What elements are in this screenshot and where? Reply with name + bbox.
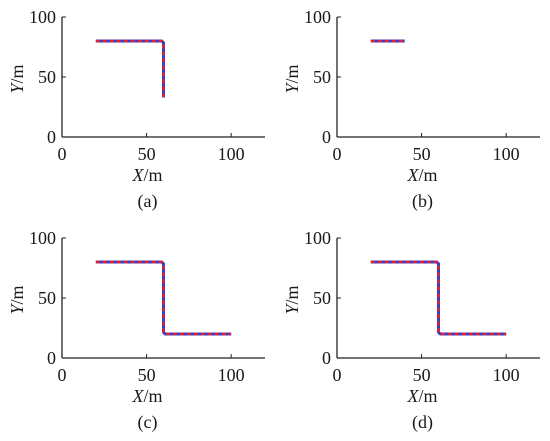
x-tick-label: 50 — [138, 144, 156, 164]
y-axis-variable: Y — [282, 82, 302, 94]
series-line-dashed — [370, 260, 507, 336]
y-tick-label: 0 — [47, 127, 56, 147]
panel-caption: (c) — [138, 412, 158, 433]
series-line-solid — [95, 39, 165, 98]
y-axis-label: Y/m — [282, 64, 302, 93]
y-axis-label: Y/m — [7, 285, 27, 314]
y-tick-label: 0 — [47, 348, 56, 368]
panel-caption: (a) — [138, 191, 158, 212]
x-axis-label: X/m — [131, 386, 162, 406]
x-tick-label: 0 — [333, 365, 342, 385]
x-axis-variable: X — [406, 165, 419, 185]
x-axis-unit: /m — [143, 165, 162, 185]
y-tick-label: 50 — [38, 288, 56, 308]
y-tick-label: 100 — [304, 228, 331, 248]
x-tick-label: 100 — [493, 365, 520, 385]
x-tick-label: 50 — [138, 365, 156, 385]
y-tick-label: 100 — [29, 228, 56, 248]
series-line-dashed — [95, 260, 232, 336]
y-tick-label: 50 — [313, 67, 331, 87]
y-axis-variable: Y — [7, 82, 27, 94]
x-axis-variable: X — [131, 386, 144, 406]
panel-caption: (b) — [412, 191, 433, 212]
x-tick-label: 50 — [413, 144, 431, 164]
x-axis-unit: /m — [418, 386, 437, 406]
x-tick-label: 100 — [493, 144, 520, 164]
x-tick-label: 0 — [58, 365, 67, 385]
y-tick-label: 50 — [38, 67, 56, 87]
y-tick-label: 100 — [29, 7, 56, 27]
x-axis-label: X/m — [131, 165, 162, 185]
series-line-dashed — [95, 39, 165, 98]
x-tick-label: 100 — [218, 365, 245, 385]
y-tick-label: 100 — [304, 7, 331, 27]
y-axis-unit: /m — [7, 64, 27, 83]
y-axis-variable: Y — [282, 303, 302, 315]
x-axis-unit: /m — [418, 165, 437, 185]
x-tick-label: 100 — [218, 144, 245, 164]
y-axis-unit: /m — [282, 285, 302, 304]
panel-caption: (d) — [412, 412, 433, 433]
x-tick-label: 0 — [333, 144, 342, 164]
y-tick-label: 0 — [322, 127, 331, 147]
x-axis-variable: X — [406, 386, 419, 406]
y-axis-unit: /m — [282, 64, 302, 83]
x-tick-label: 50 — [413, 365, 431, 385]
x-tick-label: 0 — [58, 144, 67, 164]
y-axis-variable: Y — [7, 303, 27, 315]
y-axis-unit: /m — [7, 285, 27, 304]
x-axis-label: X/m — [406, 165, 437, 185]
y-axis-label: Y/m — [7, 64, 27, 93]
y-tick-label: 50 — [313, 288, 331, 308]
x-axis-unit: /m — [143, 386, 162, 406]
x-axis-label: X/m — [406, 386, 437, 406]
y-axis-label: Y/m — [282, 285, 302, 314]
y-tick-label: 0 — [322, 348, 331, 368]
x-axis-variable: X — [131, 165, 144, 185]
